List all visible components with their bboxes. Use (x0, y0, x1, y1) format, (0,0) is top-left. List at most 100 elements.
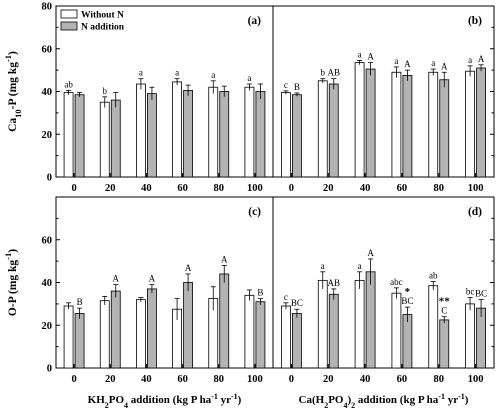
bar-n-addition (183, 90, 193, 178)
bar-without-n (172, 81, 182, 178)
y-axis-label-part: -P (mg kg (7, 62, 19, 110)
x-axis-label-part: 4 (343, 401, 347, 410)
panel-label: (d) (468, 206, 482, 218)
significance-letter: BC (291, 298, 303, 308)
significance-star: * (405, 286, 411, 298)
x-tick-label: 80 (214, 374, 225, 385)
significance-letter: a (211, 70, 215, 80)
significance-letter: ab (429, 270, 438, 280)
y-axis-label: Ca10-P (mg kg-1) (3, 51, 23, 132)
bar-n-addition (365, 68, 376, 178)
x-tick-label: 60 (177, 374, 188, 385)
significance-letter: ab (64, 79, 73, 89)
bar-without-n (208, 86, 219, 178)
significance-letter: a (394, 56, 398, 66)
bar-n-addition (365, 271, 376, 369)
significance-letter: a (247, 73, 251, 83)
x-tick-label: 60 (397, 183, 408, 194)
x-tick-label: 100 (247, 183, 263, 194)
x-axis-label-part: 2 (105, 401, 109, 410)
x-tick-label: 0 (71, 183, 76, 194)
bar-without-n (428, 285, 439, 369)
x-axis-label-part: 4 (124, 401, 128, 410)
x-tick-label: 20 (323, 183, 334, 194)
bar-n-addition (74, 94, 85, 178)
significance-letter: AB (327, 278, 340, 288)
bar-n-addition (439, 319, 450, 369)
y-tick-label: 40 (42, 278, 53, 289)
x-axis-label-part: 2 (324, 401, 328, 410)
significance-letter: abc (390, 277, 403, 287)
x-tick-label: 80 (434, 183, 445, 194)
y-tick-label: 0 (47, 364, 52, 375)
x-axis-label-part: -1 (458, 392, 465, 401)
bar-n-addition (292, 94, 302, 178)
x-axis-label-part: -1 (211, 392, 218, 401)
x-axis-label-part: addition (kg P ha (128, 394, 212, 406)
bar-n-addition (255, 301, 266, 369)
x-axis-label-part: ) (347, 394, 351, 406)
bar-without-n (136, 83, 146, 178)
x-tick-label: 100 (247, 374, 263, 385)
bar-n-addition (219, 91, 230, 178)
x-axis-label: KH2PO4 addition (kg P ha-1 yr-1) (88, 392, 242, 410)
bar-without-n (465, 303, 475, 369)
x-tick-label: 20 (105, 374, 116, 385)
y-axis-label-part: ) (7, 51, 19, 55)
significance-letter: a (175, 68, 179, 78)
bar-n-addition (402, 314, 413, 369)
significance-letter: a (139, 68, 143, 78)
significance-letter: B (294, 82, 300, 92)
x-axis-label-part: PO (109, 394, 125, 406)
x-tick-label: 60 (397, 374, 408, 385)
bar-without-n (317, 279, 328, 369)
x-tick-label: 0 (71, 374, 76, 385)
significance-letter: A (221, 254, 228, 264)
significance-letter: BC (401, 296, 413, 306)
bar-n-addition (439, 79, 450, 178)
y-tick-label: 40 (42, 87, 53, 98)
bar-without-n (354, 279, 365, 369)
x-axis-label-part: yr (218, 394, 231, 406)
x-tick-label: 40 (141, 183, 152, 194)
x-tick-label: 40 (141, 374, 152, 385)
significance-letter: bc (466, 286, 475, 296)
bar-without-n (99, 101, 110, 178)
plot-frame-row-1 (55, 196, 495, 369)
y-tick-label: 20 (42, 321, 53, 332)
significance-letter: c (284, 80, 288, 90)
bar-without-n (244, 294, 255, 369)
significance-letter: a (358, 50, 362, 60)
x-tick-label: 100 (468, 374, 484, 385)
bar-n-addition (328, 293, 339, 369)
significance-letter: A (149, 274, 156, 284)
bar-n-addition (74, 313, 85, 369)
bar-without-n (281, 92, 291, 178)
bar-n-addition (328, 83, 339, 178)
significance-letter: A (404, 59, 411, 69)
x-tick-label: 20 (323, 374, 334, 385)
y-tick-label: 60 (42, 235, 53, 246)
legend-swatch (60, 21, 78, 31)
bar-without-n (281, 305, 291, 369)
panel-label: (b) (468, 15, 482, 27)
bar-n-addition (402, 75, 413, 178)
significance-letter: a (431, 58, 435, 68)
y-axis-label-part: ) (7, 249, 19, 253)
bar-n-addition (183, 282, 193, 369)
bar-without-n (391, 71, 402, 178)
x-tick-label: 0 (289, 183, 294, 194)
significance-letter: b (103, 86, 108, 96)
bar-n-addition (476, 307, 486, 369)
bar-n-addition (147, 93, 157, 178)
x-tick-label: 40 (360, 374, 371, 385)
panel-label: (c) (248, 206, 261, 218)
significance-letter: A (367, 52, 374, 62)
x-tick-label: 20 (105, 183, 116, 194)
significance-letter: B (77, 297, 83, 307)
x-tick-label: 0 (289, 374, 294, 385)
significance-letter: a (321, 261, 325, 271)
y-axis-label-part: -1 (3, 253, 13, 260)
bar-without-n (465, 70, 475, 178)
bar-n-addition (110, 290, 121, 369)
